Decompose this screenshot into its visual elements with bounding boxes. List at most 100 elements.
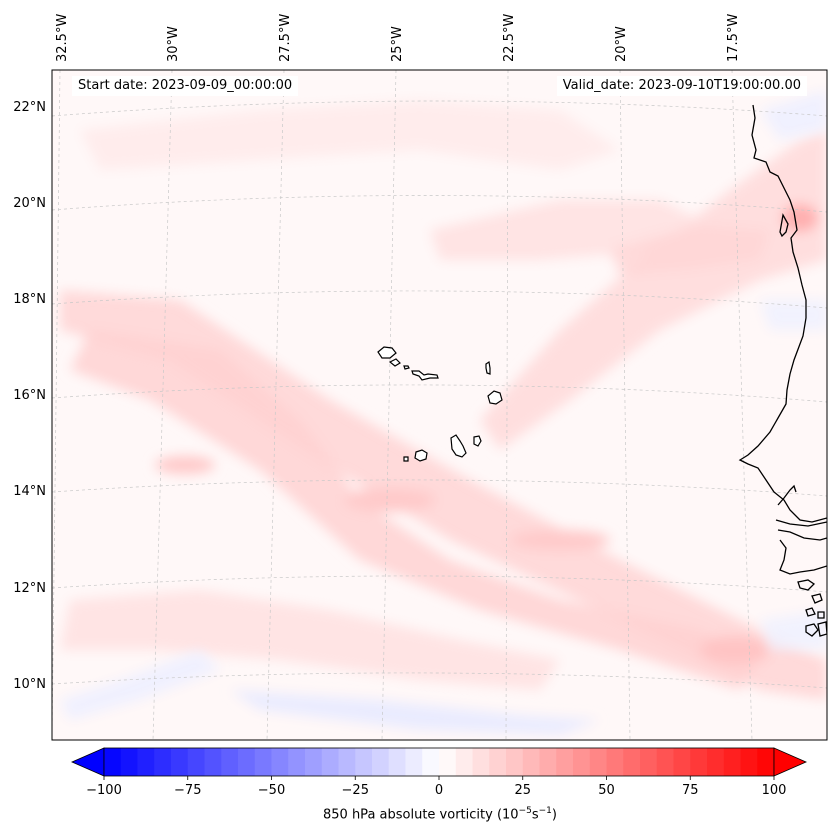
- colorbar-step: [673, 748, 691, 776]
- colorbar-step: [640, 748, 658, 776]
- colorbar-step: [305, 748, 323, 776]
- island-maio: [473, 435, 482, 447]
- colorbar-step: [656, 748, 674, 776]
- colorbar-step: [707, 748, 725, 776]
- vorticity-negative-south: [230, 690, 600, 735]
- colorbar-tick-labels: −100 −75 −50 −25 0 25 50 75 100: [86, 783, 786, 798]
- colorbar-step: [539, 748, 557, 776]
- colorbar-step: [556, 748, 574, 776]
- colorbar-step: [204, 748, 222, 776]
- meridian-22-5w: [505, 70, 509, 740]
- colorbar-extend-max: [773, 747, 807, 777]
- vorticity-band-central: [70, 330, 760, 690]
- vorticity-spot-south-coast: [700, 636, 770, 664]
- island-sao-nicolau: [411, 370, 439, 381]
- coastline-gambia: [775, 519, 827, 527]
- map-gridlines: [52, 70, 827, 740]
- colorbar-step: [388, 748, 406, 776]
- colorbar-ticks: [103, 776, 775, 780]
- vorticity-spot-mid: [345, 488, 435, 512]
- coastline-cape-blanc: [779, 213, 789, 238]
- colorbar-step: [372, 748, 390, 776]
- colorbar-step: [723, 748, 741, 776]
- coastline-senegal-inlet: [777, 484, 797, 506]
- lat-label: 16°N: [13, 388, 46, 403]
- african-coastline: [738, 104, 827, 637]
- colorbar-step: [355, 748, 373, 776]
- lon-label: 25°W: [390, 26, 405, 62]
- vorticity-negative-coast: [760, 300, 827, 330]
- start-date-label: Start date: 2023-09-09_00:00:00: [72, 76, 299, 96]
- colorbar-tick-label: −75: [174, 783, 201, 798]
- coastline-bijagos-6: [817, 621, 827, 637]
- colorbar-label-text: 850 hPa absolute vorticity (10: [323, 807, 519, 823]
- vorticity-spot-west: [155, 456, 215, 474]
- colorbar-step: [154, 748, 172, 776]
- colorbar-step: [405, 748, 423, 776]
- colorbar-tick-label: −100: [86, 783, 122, 798]
- colorbar-step: [623, 748, 641, 776]
- colorbar-step: [506, 748, 524, 776]
- meridian-25w: [381, 70, 397, 740]
- lat-label: 22°N: [13, 100, 46, 115]
- coastline-bijagos-5: [805, 623, 819, 637]
- colorbar-step: [137, 748, 155, 776]
- coastline-bijagos-2: [811, 593, 823, 604]
- coastline-bijagos-4: [817, 611, 825, 619]
- island-boa-vista: [487, 390, 503, 405]
- coastline-casamance: [779, 539, 827, 575]
- colorbar-step: [455, 748, 473, 776]
- colorbar-step: [288, 748, 306, 776]
- coastline-bijagos-1: [797, 579, 816, 591]
- lat-label: 10°N: [13, 677, 46, 692]
- vorticity-band-south: [60, 590, 560, 690]
- island-sao-vicente: [388, 358, 401, 367]
- meridian-17-5w: [731, 70, 753, 740]
- map-plot-area: [52, 70, 827, 740]
- coastline-bijagos-3: [805, 607, 816, 617]
- coastline-mauritania-senegal: [738, 104, 827, 523]
- colorbar-step: [757, 748, 775, 776]
- lon-label: 30°W: [166, 26, 181, 62]
- colorbar-extend-min: [71, 747, 105, 777]
- meridian-27-5w: [266, 70, 285, 740]
- lon-label: 20°W: [614, 26, 629, 62]
- colorbar-tick-label: −25: [342, 783, 369, 798]
- colorbar-step: [187, 748, 205, 776]
- colorbar-tick-label: 50: [598, 783, 615, 798]
- island-brava: [403, 456, 409, 462]
- colorbar-step: [606, 748, 624, 776]
- colorbar-step: [439, 748, 457, 776]
- island-santo-antao: [377, 346, 397, 359]
- valid-date-label: Valid_date: 2023-09-10T19:00:00.00: [556, 76, 807, 96]
- colorbar-step: [422, 748, 440, 776]
- latitude-labels: 22°N 20°N 18°N 16°N 14°N 12°N 10°N: [13, 100, 46, 692]
- colorbar-step: [238, 748, 256, 776]
- colorbar-tick-label: 25: [514, 783, 531, 798]
- parallel-10n: [52, 672, 827, 689]
- colorbar-step: [740, 748, 758, 776]
- lat-label: 12°N: [13, 581, 46, 596]
- colorbar-step: [171, 748, 189, 776]
- vorticity-negative-bands: [60, 90, 827, 735]
- colorbar-step: [690, 748, 708, 776]
- island-santa-luzia: [403, 365, 410, 370]
- colorbar-label-close: ): [551, 807, 557, 823]
- lon-label: 22.5°W: [502, 14, 517, 62]
- colorbar-step: [104, 748, 122, 776]
- meridian-32-5w: [52, 70, 61, 740]
- colorbar-step: [271, 748, 289, 776]
- colorbar-step: [221, 748, 239, 776]
- vorticity-band-northeast: [480, 130, 827, 450]
- colorbar-step: [522, 748, 540, 776]
- vorticity-negative-west: [60, 650, 220, 720]
- colorbar-step: [472, 748, 490, 776]
- coastline-guinea-bissau: [777, 529, 827, 541]
- colorbar-label: 850 hPa absolute vorticity (10−5s−1): [0, 806, 837, 822]
- colorbar-step: [589, 748, 607, 776]
- colorbar-step: [120, 748, 138, 776]
- meridian-30w: [152, 70, 173, 740]
- vorticity-spot-right: [510, 530, 610, 550]
- colorbar-tick-label: −50: [258, 783, 285, 798]
